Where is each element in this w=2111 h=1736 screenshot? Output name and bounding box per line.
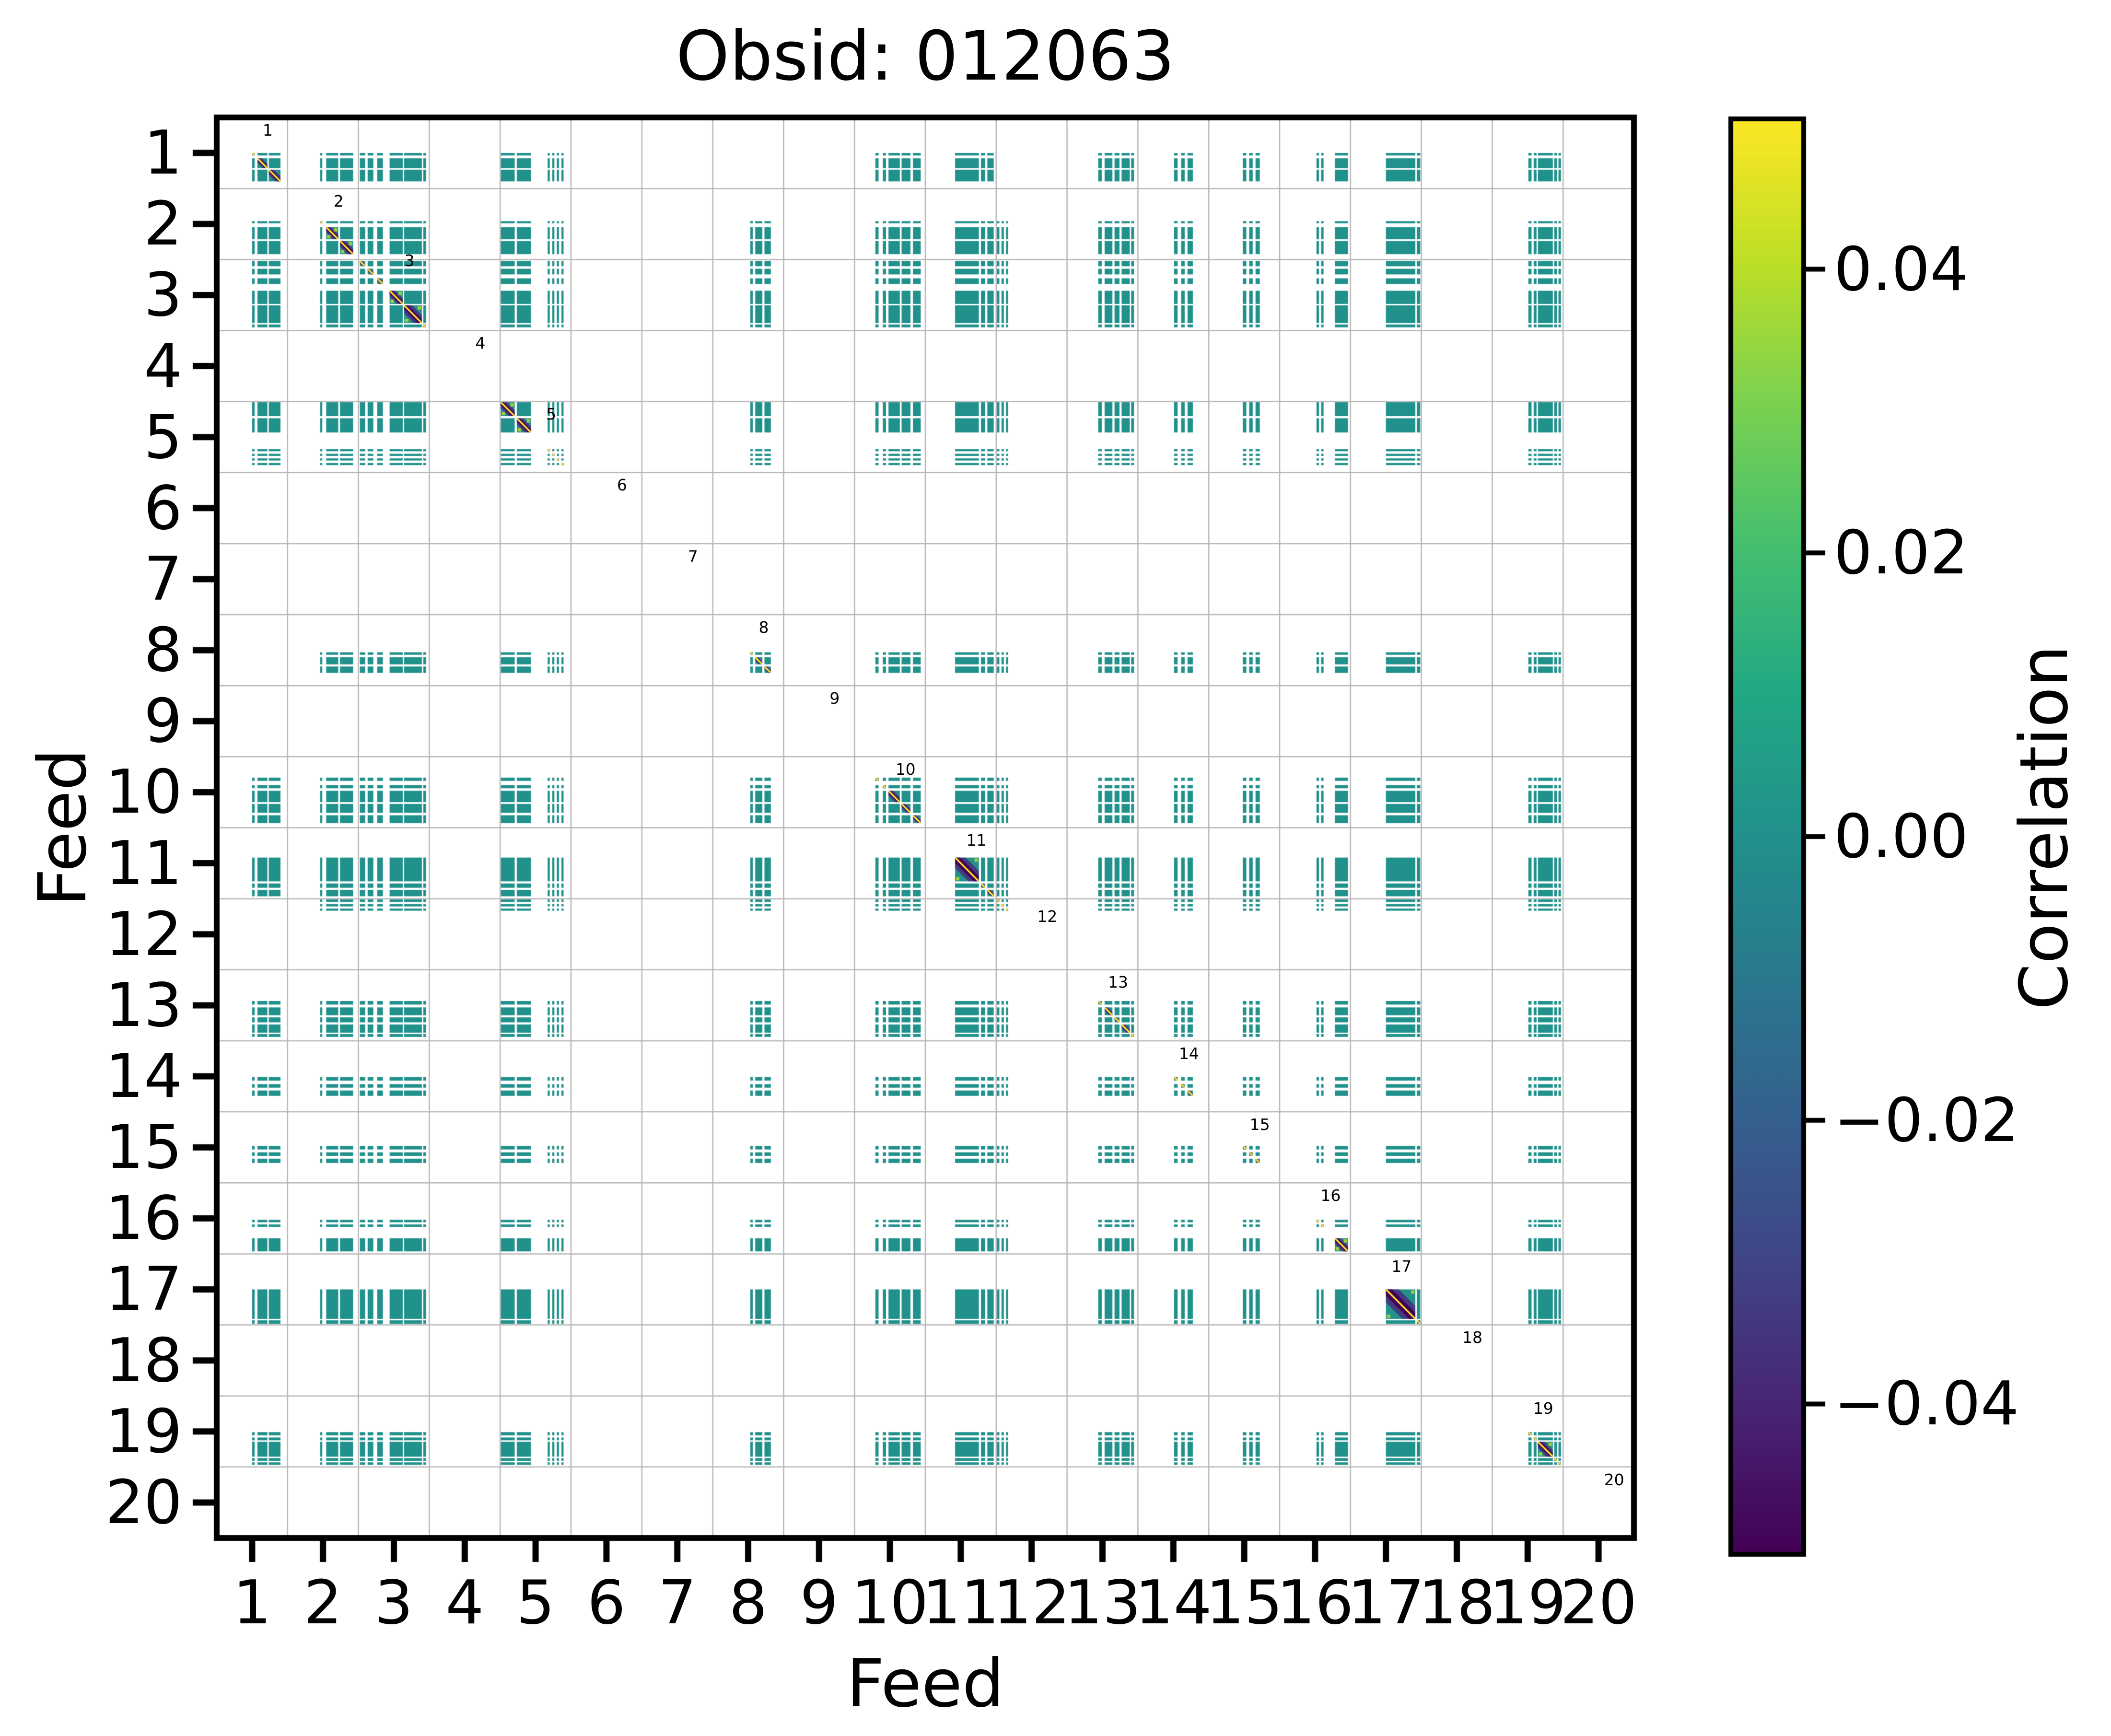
x-tick-label: 5 <box>516 1567 555 1638</box>
y-tick-label: 18 <box>105 1325 182 1396</box>
feed-diagonal-label: 17 <box>1391 1257 1412 1276</box>
y-tick-label: 3 <box>143 259 182 330</box>
x-tick-label: 13 <box>1064 1567 1141 1638</box>
colorbar-tick-label: 0.00 <box>1834 801 1969 872</box>
x-tick-label: 9 <box>800 1567 839 1638</box>
y-tick-label: 13 <box>105 969 182 1040</box>
y-tick-label: 20 <box>105 1467 182 1538</box>
y-tick-label: 8 <box>143 615 182 686</box>
x-tick-label: 11 <box>922 1567 1000 1638</box>
y-tick-label: 5 <box>143 401 182 472</box>
feed-diagonal-label: 14 <box>1178 1044 1199 1063</box>
y-tick-label: 7 <box>143 543 182 614</box>
y-tick-label: 2 <box>143 188 182 259</box>
y-tick-label: 14 <box>105 1041 182 1112</box>
feed-diagonal-label: 13 <box>1108 973 1129 992</box>
y-tick-label: 10 <box>105 757 182 827</box>
feed-diagonal-label: 8 <box>758 618 769 637</box>
x-tick-label: 6 <box>587 1567 626 1638</box>
y-tick-label: 12 <box>105 898 182 969</box>
feed-diagonal-label: 7 <box>688 547 698 566</box>
y-tick-label: 4 <box>143 330 182 401</box>
x-tick-label: 1 <box>233 1567 271 1638</box>
feed-diagonal-label: 3 <box>404 251 415 270</box>
x-tick-label: 19 <box>1489 1567 1566 1638</box>
colorbar-tick-label: 0.02 <box>1834 517 1969 588</box>
y-tick-label: 11 <box>105 827 182 898</box>
x-tick-label: 17 <box>1347 1567 1425 1638</box>
feed-diagonal-label: 12 <box>1037 907 1058 926</box>
feed-diagonal-label: 11 <box>966 831 987 850</box>
x-tick-label: 10 <box>851 1567 929 1638</box>
x-tick-label: 8 <box>729 1567 768 1638</box>
x-tick-label: 16 <box>1276 1567 1354 1638</box>
x-axis-label: Feed <box>846 1645 1004 1722</box>
plot-title: Obsid: 012063 <box>676 17 1175 96</box>
feed-diagonal-label: 20 <box>1604 1470 1624 1489</box>
feed-diagonal-label: 2 <box>333 191 344 210</box>
x-tick-label: 14 <box>1135 1567 1212 1638</box>
feed-diagonal-label: 19 <box>1533 1399 1553 1418</box>
y-tick-label: 9 <box>143 686 182 757</box>
y-tick-label: 19 <box>105 1396 182 1467</box>
feed-diagonal-label: 4 <box>475 334 486 353</box>
feed-diagonal-label: 15 <box>1249 1115 1270 1134</box>
y-tick-label: 16 <box>105 1183 182 1254</box>
feed-diagonal-label: 1 <box>262 120 273 140</box>
feed-diagonal-label: 16 <box>1320 1186 1341 1205</box>
y-tick-label: 17 <box>105 1254 182 1325</box>
y-tick-label: 15 <box>105 1112 182 1183</box>
x-tick-label: 7 <box>658 1567 697 1638</box>
feed-diagonal-label: 10 <box>895 760 916 779</box>
feed-diagonal-label: 18 <box>1462 1328 1483 1347</box>
x-tick-label: 12 <box>993 1567 1071 1638</box>
feed-diagonal-label: 6 <box>617 476 627 495</box>
colorbar-tick-label: 0.04 <box>1834 233 1969 304</box>
x-tick-label: 3 <box>374 1567 413 1638</box>
x-tick-label: 20 <box>1560 1567 1637 1638</box>
y-tick-label: 1 <box>143 117 182 188</box>
colorbar-tick-label: −0.02 <box>1834 1084 2019 1155</box>
feed-diagonal-label: 9 <box>829 688 840 708</box>
y-tick-label: 6 <box>143 472 182 543</box>
feed-diagonal-label: 5 <box>546 405 557 424</box>
x-tick-label: 4 <box>445 1567 484 1638</box>
x-tick-label: 15 <box>1206 1567 1283 1638</box>
colorbar-tick-label: −0.04 <box>1834 1368 2019 1439</box>
x-tick-label: 18 <box>1418 1567 1495 1638</box>
x-tick-label: 2 <box>303 1567 342 1638</box>
